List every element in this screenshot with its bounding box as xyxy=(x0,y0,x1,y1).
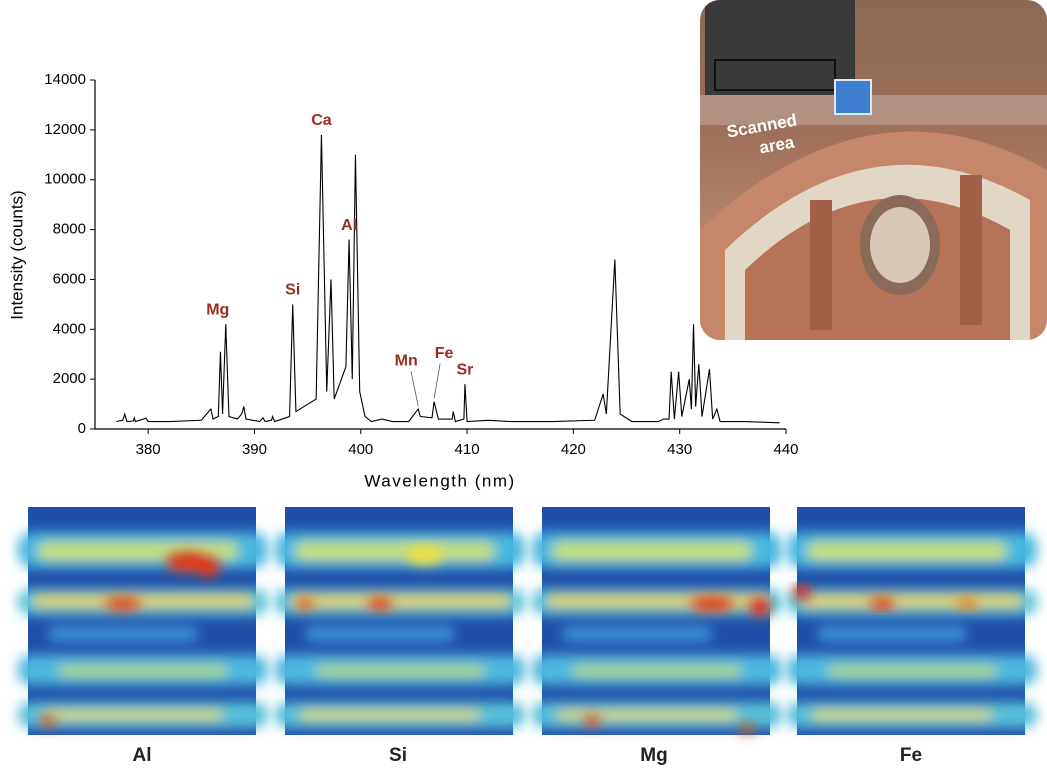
y-tick-label: 10000 xyxy=(44,171,86,188)
map-image xyxy=(532,507,782,735)
map-image xyxy=(275,507,525,735)
y-tick-label: 4000 xyxy=(53,320,86,337)
map-label: Fe xyxy=(900,745,922,766)
x-tick-label: 430 xyxy=(667,441,692,458)
annotation: Sr xyxy=(456,361,473,378)
map-label: Mg xyxy=(640,745,667,766)
annotation-leader xyxy=(433,363,441,399)
spectrum-line xyxy=(116,134,780,424)
y-tick-label: 14000 xyxy=(44,71,86,88)
annotation-leader xyxy=(410,370,419,407)
y-tick-label: 12000 xyxy=(44,121,86,138)
y-axis-label: Intensity (counts) xyxy=(7,190,26,319)
annotation: Al xyxy=(341,217,357,234)
x-tick-label: 380 xyxy=(136,441,161,458)
photo xyxy=(700,0,1047,340)
annotation: Ca xyxy=(311,112,332,129)
x-tick-label: 390 xyxy=(242,441,267,458)
map-label: Al xyxy=(133,745,152,766)
y-tick-label: 2000 xyxy=(53,370,86,387)
annotation: Fe xyxy=(435,345,454,362)
annotation: Mg xyxy=(206,302,229,319)
annotation: Si xyxy=(285,282,300,299)
x-tick-label: 400 xyxy=(348,441,373,458)
x-tick-label: 420 xyxy=(561,441,586,458)
annotation: Mn xyxy=(395,352,418,369)
map-image xyxy=(18,507,268,735)
map-image xyxy=(787,507,1037,735)
y-tick-label: 0 xyxy=(78,420,86,437)
x-tick-label: 440 xyxy=(773,441,798,458)
map-label: Si xyxy=(389,745,407,766)
y-tick-label: 8000 xyxy=(53,221,86,238)
y-tick-label: 6000 xyxy=(53,270,86,287)
x-tick-label: 410 xyxy=(455,441,480,458)
x-axis-label: Wavelength (nm) xyxy=(364,471,515,490)
